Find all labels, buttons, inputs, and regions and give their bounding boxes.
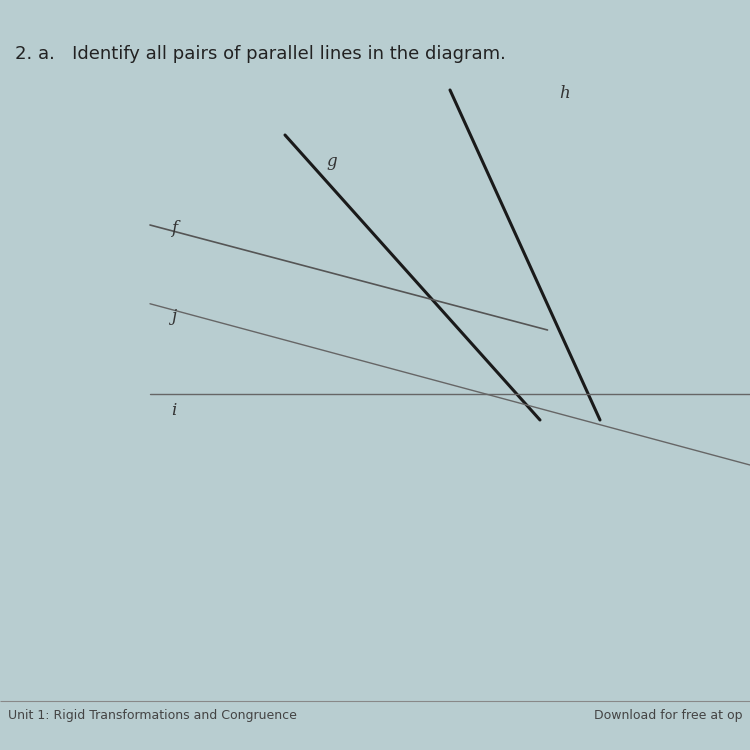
Text: i: i: [171, 402, 176, 418]
Text: Download for free at op: Download for free at op: [594, 709, 742, 722]
Text: j: j: [171, 308, 176, 325]
Text: 2. a.   Identify all pairs of parallel lines in the diagram.: 2. a. Identify all pairs of parallel lin…: [15, 45, 506, 63]
Text: h: h: [559, 86, 569, 102]
Text: f: f: [171, 220, 177, 237]
Text: Unit 1: Rigid Transformations and Congruence: Unit 1: Rigid Transformations and Congru…: [8, 709, 296, 722]
Text: g: g: [326, 153, 337, 170]
